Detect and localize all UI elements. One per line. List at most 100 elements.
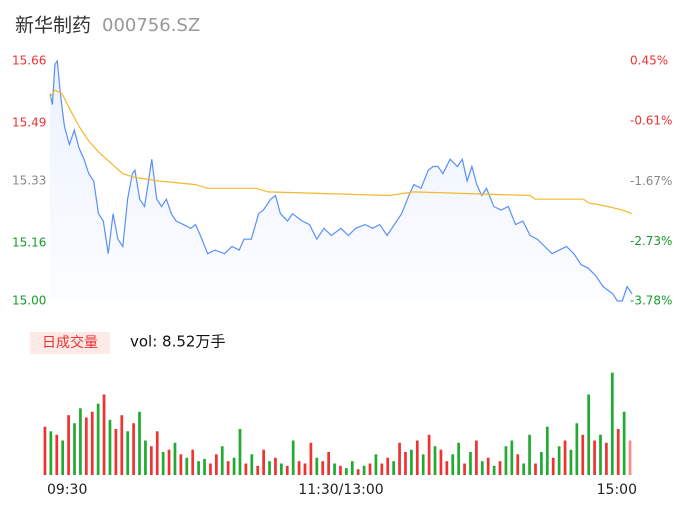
volume-bar: [540, 452, 543, 475]
volume-bar: [226, 461, 230, 475]
volume-bar: [380, 463, 384, 475]
volume-bar: [498, 461, 502, 475]
volume-bar: [185, 457, 189, 475]
y-tick-label: 15.33: [12, 174, 46, 188]
volume-bar: [486, 457, 490, 475]
y2-tick-label: -1.67%: [630, 174, 672, 188]
volume-bar: [321, 461, 325, 475]
volume-bar: [315, 457, 319, 475]
volume-bar: [516, 454, 520, 475]
volume-bar: [61, 440, 65, 475]
volume-bar: [451, 454, 455, 475]
volume-bar: [268, 461, 271, 475]
volume-bar: [605, 442, 608, 475]
volume-bar: [616, 429, 620, 475]
volume-bar: [534, 463, 537, 475]
volume-bar: [433, 446, 437, 475]
volume-bar: [297, 461, 301, 475]
volume-bar: [522, 463, 526, 475]
volume-bar: [510, 440, 514, 475]
volume-bar: [108, 419, 112, 475]
volume-bar: [545, 426, 549, 475]
volume-bar: [90, 411, 94, 475]
volume-bar: [244, 463, 248, 475]
volume-bar: [350, 461, 354, 475]
volume-bar: [232, 457, 236, 475]
volume-bar: [480, 461, 484, 475]
volume-bar: [96, 403, 100, 475]
y-tick-label: 15.00: [12, 294, 46, 308]
x-tick-label: 09:30: [47, 482, 87, 498]
volume-bar: [475, 440, 478, 475]
volume-bar: [291, 440, 295, 475]
volume-bar: [209, 463, 212, 475]
volume-bar: [551, 457, 555, 475]
average-line: [49, 89, 633, 215]
volume-bar: [114, 429, 118, 475]
volume-bar: [67, 415, 70, 475]
volume-bar: [149, 446, 153, 475]
volume-bar: [203, 458, 206, 475]
volume-bar: [256, 465, 260, 475]
volume-bar: [161, 452, 165, 475]
volume-bar: [126, 431, 130, 475]
volume-bar: [345, 468, 348, 475]
volume-bar: [55, 434, 59, 475]
volume-bar: [463, 463, 466, 475]
volume-bar: [167, 449, 171, 475]
y-tick-label: 15.16: [12, 235, 46, 249]
volume-bar: [144, 440, 147, 475]
volume-button[interactable]: 日成交量: [42, 334, 98, 351]
volume-bar: [445, 461, 449, 475]
volume-bar: [84, 417, 88, 475]
volume-bar: [469, 452, 472, 475]
volume-bar: [415, 440, 419, 475]
volume-bar: [214, 454, 218, 475]
volume-button-bg[interactable]: [30, 332, 110, 354]
price-area: [50, 61, 632, 301]
volume-bar: [138, 411, 141, 475]
y-tick-label: 15.66: [12, 54, 46, 68]
volume-bar: [392, 461, 396, 475]
volume-bar: [386, 457, 390, 475]
y2-tick-label: -0.61%: [630, 114, 672, 128]
volume-bar: [557, 446, 561, 475]
volume-bar: [262, 449, 265, 475]
volume-bar: [599, 434, 602, 475]
volume-bar: [333, 463, 336, 475]
volume-bar: [374, 454, 378, 475]
volume-bar: [250, 454, 254, 475]
volume-bar: [102, 394, 106, 475]
volume-bar: [220, 446, 224, 475]
volume-bar: [197, 461, 200, 475]
volume-bar: [132, 423, 135, 475]
volume-bar: [528, 434, 531, 475]
volume-bar: [327, 452, 330, 475]
volume-bar: [439, 449, 443, 475]
volume-text: vol: 8.52万手: [130, 333, 225, 351]
volume-bar: [339, 465, 342, 475]
x-tick-label: 11:30/13:00: [298, 482, 383, 498]
stock-name: 新华制药: [15, 15, 91, 37]
volume-bar: [362, 465, 366, 475]
volume-bar: [73, 423, 76, 475]
volume-bar: [309, 442, 313, 475]
volume-bar: [303, 463, 307, 475]
volume-bar: [49, 431, 53, 475]
volume-bar: [410, 449, 413, 475]
y-tick-label: 15.49: [12, 115, 46, 129]
volume-bar: [610, 372, 614, 475]
price-line: [49, 59, 633, 302]
volume-bar: [285, 465, 289, 475]
volume-bar: [628, 440, 632, 475]
volume-bar: [427, 434, 431, 475]
volume-bar: [274, 457, 277, 475]
volume-bar: [368, 463, 372, 475]
volume-bar: [622, 411, 626, 475]
y2-tick-label: -2.73%: [630, 234, 672, 248]
volume-bar: [504, 446, 508, 475]
volume-bar: [356, 469, 360, 475]
volume-bar: [587, 394, 591, 475]
volume-bar: [421, 454, 425, 475]
volume-bar: [492, 465, 496, 475]
